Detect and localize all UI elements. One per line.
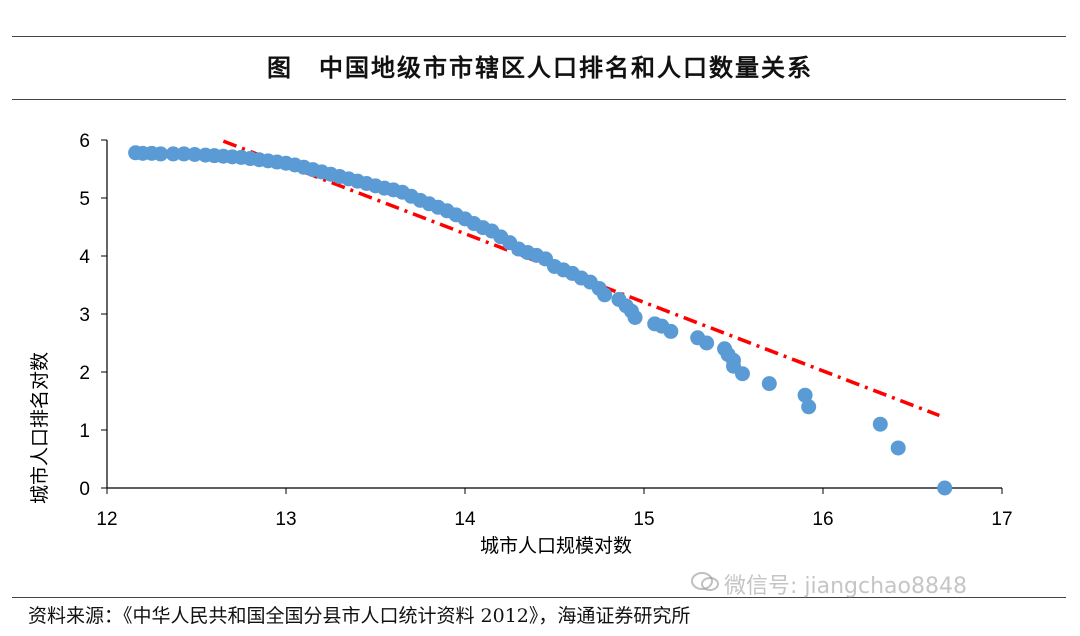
data-point (165, 146, 181, 162)
y-tick-label: 5 (79, 189, 90, 210)
x-tick-label: 16 (812, 509, 833, 530)
top-rule (12, 36, 1066, 37)
y-tick-label: 3 (79, 305, 90, 326)
data-point (761, 376, 777, 392)
watermark: 微信号: jiangchao8848 (690, 568, 967, 600)
x-axis-label: 城市人口规模对数 (480, 535, 632, 557)
y-tick-label: 1 (79, 421, 90, 442)
data-point (890, 440, 906, 456)
data-point (153, 146, 169, 162)
data-point (797, 387, 813, 403)
title-rule (12, 99, 1066, 100)
x-tick-label: 13 (275, 509, 296, 530)
bottom-rule (12, 597, 1066, 598)
y-axis-label: 城市人口排名对数 (29, 352, 51, 504)
x-tick-label: 17 (991, 509, 1012, 530)
source-note: 资料来源：《中华人民共和国全国分县市人口统计资料 2012》，海通证券研究所 (28, 605, 691, 627)
data-point (597, 287, 613, 303)
y-tick-label: 6 (79, 131, 90, 152)
data-point (872, 416, 888, 432)
data-point (176, 146, 192, 162)
y-tick-label: 2 (79, 363, 90, 384)
data-points (128, 145, 953, 496)
y-tick-label: 0 (79, 479, 90, 500)
y-tick-label: 4 (79, 247, 90, 268)
watermark-text: 微信号: jiangchao8848 (724, 574, 967, 599)
data-point (734, 366, 750, 382)
x-tick-label: 15 (633, 509, 654, 530)
data-point (699, 335, 715, 351)
x-tick-label: 12 (96, 509, 117, 530)
data-point (187, 147, 203, 162)
data-point (627, 309, 643, 325)
x-tick-label: 14 (454, 509, 476, 530)
data-point (801, 399, 817, 415)
data-point (937, 480, 953, 496)
data-point (663, 323, 679, 339)
wechat-icon (690, 571, 720, 599)
figure-title: 图 中国地级市市辖区人口排名和人口数量关系 (267, 53, 813, 82)
